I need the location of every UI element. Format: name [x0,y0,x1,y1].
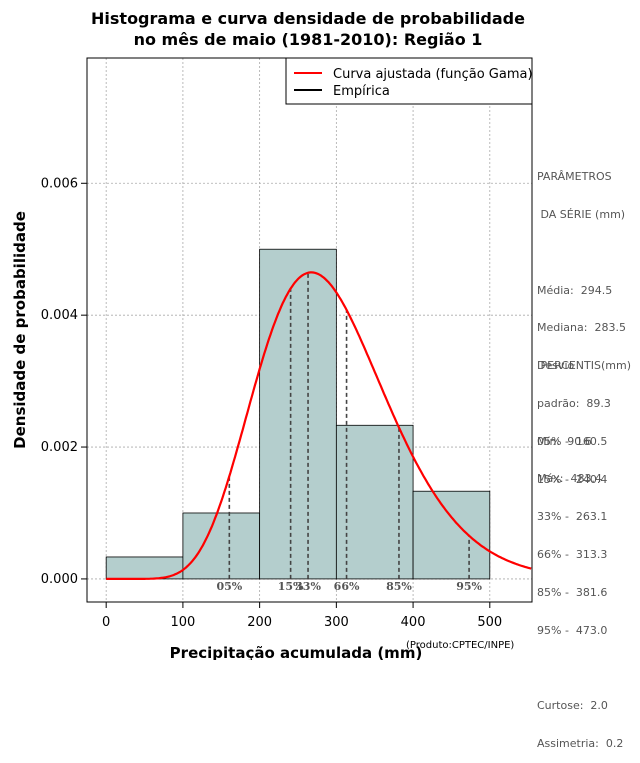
kurtosis: Curtose: 2.0 [537,699,608,713]
y-tick-label-2: 0.004 [41,308,78,323]
percentile-label-2: 33% [295,580,321,593]
legend-label-empirical: Empírica [333,84,390,99]
y-axis-title: Densidade de probabilidade [11,211,29,449]
param-sd-value: padrão: 89.3 [537,396,611,410]
chart-title-line1: Histograma e curva densidade de probabil… [91,9,525,28]
chart-title-line2: no mês de maio (1981-2010): Região 1 [134,30,483,49]
x-tick-label-3: 300 [324,615,349,630]
gamma-density-curve [106,271,532,581]
histogram-bar-4 [412,490,491,580]
y-tick-label-1: 0.002 [41,440,78,455]
param-sd-label: Desvio [537,359,575,373]
x-axis: 0 100 200 300 400 500 [102,602,502,630]
y-axis: 0.000 0.002 0.004 0.006 [41,176,87,587]
legend-label-fitted: Curva ajustada (função Gama) [333,67,533,82]
gamma-curve [106,271,532,581]
legend-box [285,57,533,105]
x-axis-title: Precipitação acumulada (mm) [170,644,423,660]
x-tick-label-5: 500 [477,615,502,630]
skewness: Assimetria: 0.2 [537,737,624,750]
x-tick-label-2: 200 [247,615,272,630]
histogram-bars [105,248,491,580]
histogram-chart: Histograma e curva densidade de probabil… [11,9,533,660]
percentile-label-4: 85% [386,580,412,593]
parameters-subheader: DA SÉRIE (mm) [537,207,626,221]
histogram-bar-2 [259,248,337,580]
param-max: Máx: 483.4 [537,472,602,486]
y-tick-label-0: 0.000 [41,572,78,587]
percentile-85: 85% - 381.6 [537,585,608,599]
percentile-15: 15% - 240.4 [537,472,608,486]
percentile-label-1: 15% [278,580,304,593]
percentile-05: 05% - 160.5 [537,434,608,448]
y-tick-label-3: 0.006 [41,176,78,191]
percentile-33: 33% - 263.1 [537,510,608,524]
x-tick-label-4: 400 [401,615,426,630]
percentiles-panel: PERCENTIS(mm) 05% - 160.5 15% - 240.4 33… [537,335,631,763]
x-tick-label-1: 100 [170,615,195,630]
legend: Curva ajustada (função Gama) Empírica [285,57,533,105]
percentile-66: 66% - 313.3 [537,548,608,562]
series-parameters-panel: PARÂMETROS DA SÉRIE (mm) Média: 294.5 Me… [537,146,626,499]
param-mean: Média: 294.5 [537,283,613,297]
histogram-bar-1 [182,512,261,580]
percentile-markers: 05% 15%33% 66% 85% 95% [216,272,483,593]
param-median: Mediana: 283.5 [537,321,626,335]
percentile-95: 95% - 473.0 [537,623,608,637]
percentile-label-0: 05% [216,580,242,593]
parameters-header: PARÂMETROS [537,170,612,184]
x-tick-label-0: 0 [102,615,110,630]
percentile-label-5: 95% [456,580,482,593]
param-min: Mín: 90.6 [537,434,592,448]
product-credit: (Produto:CPTEC/INPE) [406,640,515,651]
percentiles-header: PERCENTIS(mm) [537,359,631,373]
histogram-bar-3 [335,424,414,580]
percentile-label-3: 66% [334,580,360,593]
